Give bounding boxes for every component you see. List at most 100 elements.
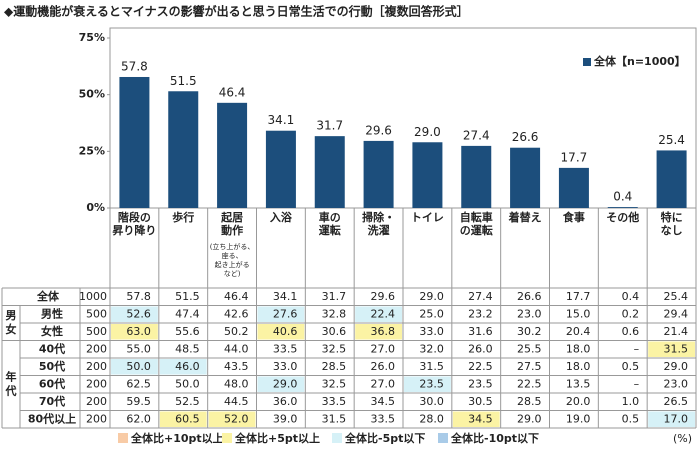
- row-label: 女性: [41, 324, 63, 338]
- bar: [656, 150, 687, 208]
- table-cell: 22.4: [371, 307, 396, 320]
- cell-highlight: [159, 359, 207, 375]
- table-cell: 62.0: [126, 412, 151, 425]
- table-cell: 52.6: [126, 307, 151, 320]
- table-cell: 31.5: [664, 342, 689, 355]
- category-label: トイレ: [411, 211, 444, 224]
- table-cell: 0.2: [622, 307, 640, 320]
- category-label: 起居動作: [220, 210, 243, 237]
- row-n: 500: [86, 307, 107, 320]
- table-cell: 23.0: [517, 307, 542, 320]
- table-cell: 15.0: [566, 307, 591, 320]
- table-cell: 55.6: [175, 325, 200, 338]
- table-cell: 29.0: [664, 360, 689, 373]
- table-cell: 28.5: [322, 360, 347, 373]
- table-cell: 23.0: [664, 377, 689, 390]
- table-cell: 50.2: [224, 325, 249, 338]
- category-label: 入浴: [270, 210, 293, 224]
- value-label: 46.4: [219, 85, 246, 99]
- table-cell: 23.5: [419, 377, 444, 390]
- table-cell: 51.5: [175, 290, 200, 303]
- legend-swatch: [438, 433, 448, 443]
- bar: [119, 76, 150, 208]
- table-cell: 39.0: [273, 412, 298, 425]
- legend-label: 全体比-10pt以下: [450, 431, 539, 445]
- value-label: 29.6: [365, 123, 392, 137]
- row-n: 200: [86, 412, 107, 425]
- table-cell: 18.0: [566, 342, 591, 355]
- bar: [412, 142, 443, 208]
- row-n: 200: [86, 395, 107, 408]
- table-cell: 50.0: [126, 360, 151, 373]
- table-cell: 30.2: [517, 325, 542, 338]
- group-label: 年代: [5, 369, 17, 397]
- table-cell: 25.0: [419, 307, 444, 320]
- category-label: 着替え: [508, 210, 542, 224]
- cell-highlight: [111, 306, 158, 322]
- value-label: 34.1: [268, 113, 295, 127]
- table-cell: 31.5: [419, 360, 444, 373]
- cell-highlight: [648, 411, 695, 427]
- table-cell: 33.0: [419, 325, 444, 338]
- table-cell: 0.5: [622, 360, 640, 373]
- table-cell: –: [634, 377, 640, 390]
- row-n: 200: [86, 360, 107, 373]
- table-cell: 43.5: [224, 360, 249, 373]
- row-label: 60代: [39, 376, 65, 390]
- table-cell: 18.0: [566, 360, 591, 373]
- bar: [607, 207, 638, 208]
- legend-label: 全体【n=1000】: [593, 54, 686, 68]
- table-cell: 32.5: [322, 342, 347, 355]
- table-cell: –: [634, 342, 640, 355]
- table-cell: 22.5: [468, 360, 493, 373]
- table-cell: 59.5: [126, 395, 151, 408]
- table-cell: 36.0: [273, 395, 298, 408]
- row-label: 50代: [39, 359, 65, 373]
- cell-highlight: [257, 376, 305, 392]
- y-tick-label: 50%: [79, 88, 105, 101]
- bar: [510, 147, 541, 208]
- table-cell: 27.5: [517, 360, 542, 373]
- table-cell: 34.5: [371, 395, 396, 408]
- category-label: 特になし: [661, 210, 683, 237]
- table-cell: 28.0: [419, 412, 444, 425]
- table-cell: 50.0: [175, 377, 200, 390]
- table-cell: 55.0: [126, 342, 151, 355]
- value-label: 29.0: [414, 125, 441, 139]
- bar: [461, 145, 492, 208]
- table-cell: 62.5: [126, 377, 151, 390]
- table-cell: 31.6: [468, 325, 493, 338]
- legend-swatch: [332, 433, 342, 443]
- table-cell: 1.0: [622, 395, 640, 408]
- table-cell: 23.2: [468, 307, 493, 320]
- group-label: 男女: [6, 309, 17, 336]
- table-cell: 30.0: [419, 395, 444, 408]
- table-cell: 30.6: [322, 325, 347, 338]
- cell-highlight: [404, 376, 451, 392]
- value-label: 26.6: [512, 130, 539, 144]
- cell-highlight: [257, 306, 305, 322]
- cell-highlight: [111, 359, 158, 375]
- value-label: 25.4: [658, 133, 685, 147]
- row-n: 200: [86, 377, 107, 390]
- table-cell: 0.5: [622, 412, 640, 425]
- table-cell: 52.0: [224, 412, 249, 425]
- category-label: その他: [606, 210, 639, 224]
- table-cell: 13.5: [566, 377, 591, 390]
- legend-label: 全体比+5pt以上: [234, 431, 320, 445]
- cell-highlight: [648, 341, 695, 357]
- table-cell: 27.0: [371, 377, 396, 390]
- legend-label: 全体比-5pt以下: [344, 431, 425, 445]
- row-n: 500: [86, 325, 107, 338]
- table-cell: 34.5: [468, 412, 493, 425]
- table-cell: 25.5: [517, 342, 542, 355]
- value-label: 57.8: [121, 59, 148, 73]
- category-label: 車の運転: [319, 210, 341, 237]
- category-label: 階段の昇り降り: [112, 210, 156, 237]
- table-cell: 33.5: [273, 342, 298, 355]
- chart-title: ◆運動機能が衰えるとマイナスの影響が出ると思う日常生活での行動［複数回答形式］: [4, 4, 469, 19]
- table-cell: 46.4: [224, 290, 249, 303]
- table-cell: 60.5: [175, 412, 200, 425]
- table-cell: 32.5: [322, 377, 347, 390]
